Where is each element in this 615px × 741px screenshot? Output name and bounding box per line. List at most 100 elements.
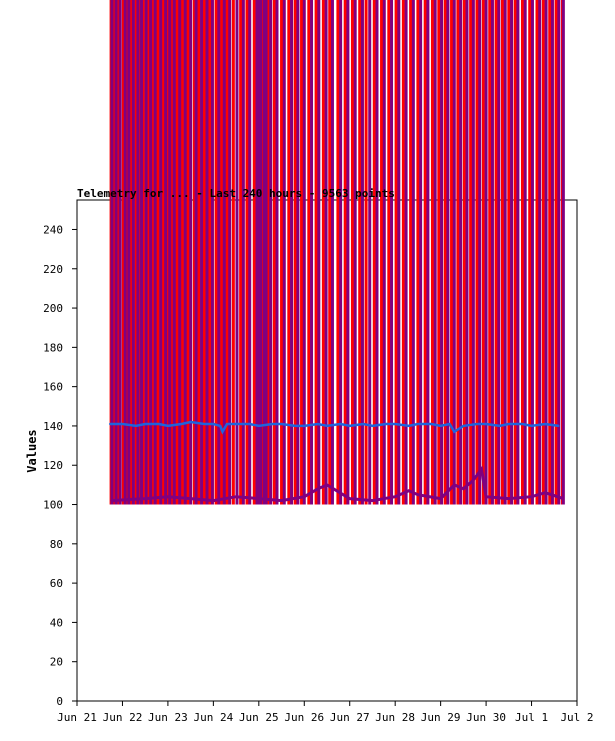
series-2-point-22 xyxy=(508,497,510,500)
series-3-point-21 xyxy=(326,425,328,427)
series-2-point-0 xyxy=(110,499,112,502)
series-3-point-23 xyxy=(348,425,351,427)
x-tick-label-3: Jun 24 xyxy=(193,711,233,724)
series-2-point-20 xyxy=(480,468,483,470)
series-3-point-37 xyxy=(498,425,501,427)
series-3-point-10 xyxy=(219,425,221,427)
series-3-point-18 xyxy=(294,425,296,427)
y-tick-label-2: 40 xyxy=(50,616,63,629)
series-3-point-28 xyxy=(408,425,410,427)
x-axis: Jun 21 Jun 22 Jun 23 Jun 24 Jun 25 Jun 26 Jun … xyxy=(57,701,594,724)
series-3-point-12 xyxy=(226,423,228,425)
x-tick-label-0: Jun 21 xyxy=(57,711,97,724)
series-2-point-13 xyxy=(394,495,396,498)
series-2-point-3 xyxy=(189,497,192,500)
x-tick-label-2: Jun 23 xyxy=(148,711,188,724)
series-3-point-30 xyxy=(430,423,433,425)
series-3-point-32 xyxy=(448,423,451,425)
x-tick-label-11: Jul 2 xyxy=(560,711,593,724)
series-2-point-9 xyxy=(317,488,319,490)
series-2-point-2 xyxy=(167,495,169,498)
series-3-point-38 xyxy=(508,423,510,425)
series-3-point-39 xyxy=(521,423,524,425)
series-3-point-17 xyxy=(280,423,283,425)
series-3-point-27 xyxy=(394,423,396,425)
series-3-point-2 xyxy=(135,425,137,427)
series-group xyxy=(108,0,565,505)
series-2-point-14 xyxy=(408,489,410,492)
y-axis: 0 20 40 60 80 100 120 140 160 180 200 220 240 xyxy=(43,223,77,708)
series-3-point-24 xyxy=(362,423,365,425)
series-3-point-9 xyxy=(212,423,215,425)
series-3-point-36 xyxy=(485,423,487,425)
y-tick-label-6: 120 xyxy=(43,459,63,472)
series-3-point-25 xyxy=(371,425,374,427)
series-2-point-16 xyxy=(439,497,442,500)
series-3 xyxy=(108,420,560,435)
y-tick-label-5: 100 xyxy=(43,499,63,512)
series-3-point-22 xyxy=(339,423,342,425)
series-3-point-42 xyxy=(558,425,560,427)
series-2-point-15 xyxy=(417,493,419,496)
x-tick-label-4: Jun 25 xyxy=(239,711,279,724)
series-3-point-16 xyxy=(271,423,274,425)
y-tick-label-1: 20 xyxy=(50,656,63,669)
y-tick-label-12: 240 xyxy=(43,223,63,236)
chart-title: Telemetry for ... - Last 240 hours - 956… xyxy=(77,187,395,200)
x-tick-label-1: Jun 22 xyxy=(103,711,143,724)
series-3-point-33 xyxy=(453,431,456,433)
series-3-point-15 xyxy=(258,425,260,427)
series-2-point-10 xyxy=(326,484,328,486)
series-2-point-21 xyxy=(485,495,487,498)
series-2-point-5 xyxy=(235,495,237,498)
y-tick-label-9: 180 xyxy=(43,341,63,354)
series-3-point-29 xyxy=(417,423,419,425)
series-2-point-23 xyxy=(530,495,533,498)
series-2-point-1 xyxy=(144,497,146,500)
y-tick-label-7: 140 xyxy=(43,420,63,433)
series-3-point-6 xyxy=(180,423,183,425)
x-tick-label-10: Jul 1 xyxy=(515,711,548,724)
y-axis-label: Values xyxy=(25,429,39,472)
series-2-point-25 xyxy=(562,497,565,500)
y-tick-label-4: 80 xyxy=(50,538,63,551)
series-3-point-26 xyxy=(385,423,387,425)
x-tick-label-7: Jun 28 xyxy=(375,711,415,724)
series-3-point-19 xyxy=(303,425,306,427)
series-2-point-19 xyxy=(471,480,474,482)
y-tick-label-11: 220 xyxy=(43,263,63,276)
series-2-point-11 xyxy=(348,497,351,500)
x-tick-label-9: Jun 30 xyxy=(466,711,506,724)
series-3-point-14 xyxy=(248,423,251,425)
series-3-point-41 xyxy=(544,423,546,425)
series-3-point-35 xyxy=(476,423,478,425)
series-2-point-24 xyxy=(544,491,546,494)
series-3-point-5 xyxy=(167,425,169,427)
y-tick-label-3: 60 xyxy=(50,577,63,590)
series-2-point-12 xyxy=(371,499,374,502)
series-3-point-1 xyxy=(121,423,124,425)
series-3-point-40 xyxy=(530,425,533,427)
series-3-point-3 xyxy=(144,423,146,425)
series-3-point-7 xyxy=(189,421,192,423)
series-3-point-8 xyxy=(203,423,206,425)
series-2-line xyxy=(111,465,564,503)
series-2-point-6 xyxy=(258,497,260,500)
series-3-point-4 xyxy=(158,423,160,425)
series-2-point-17 xyxy=(453,484,456,486)
series-3-point-20 xyxy=(317,423,319,425)
series-3-point-31 xyxy=(439,425,442,427)
y-tick-label-10: 200 xyxy=(43,302,63,315)
series-2-point-18 xyxy=(462,488,465,490)
series-2-point-7 xyxy=(280,499,283,502)
x-tick-label-6: Jun 27 xyxy=(330,711,370,724)
series-2-point-4 xyxy=(212,499,215,502)
series-3-point-34 xyxy=(462,425,465,427)
y-tick-label-0: 0 xyxy=(56,695,63,708)
series-3-point-13 xyxy=(235,423,237,425)
series-2-point-8 xyxy=(303,495,306,498)
x-tick-label-8: Jun 29 xyxy=(421,711,461,724)
y-tick-label-8: 160 xyxy=(43,381,63,394)
series-3-point-11 xyxy=(221,431,224,433)
